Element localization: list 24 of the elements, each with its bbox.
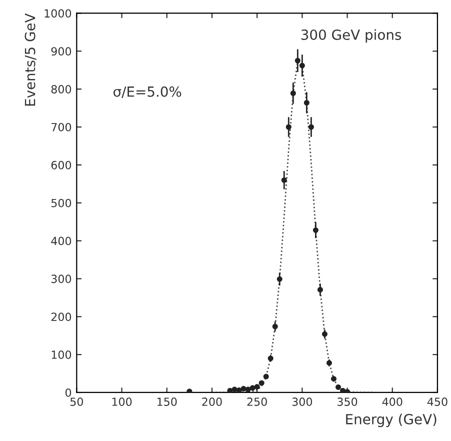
- y-tick-label: 1000: [44, 9, 72, 18]
- x-tick-label: 150: [157, 398, 177, 406]
- y-tick-label: 500: [51, 198, 72, 208]
- y-tick-label: 600: [51, 160, 72, 170]
- x-tick-label: 200: [202, 398, 222, 406]
- y-tick-label: 300: [51, 274, 72, 284]
- y-tick-label: 900: [51, 47, 72, 56]
- y-tick-label: 400: [51, 236, 72, 246]
- y-tick-label: 0: [65, 388, 72, 397]
- x-tick-label: 50: [70, 398, 83, 406]
- y-tick-label: 200: [51, 312, 72, 322]
- y-tick-label: 100: [52, 350, 72, 359]
- x-tick-label: 350: [338, 398, 358, 406]
- x-tick-label: 300: [292, 398, 312, 406]
- annotation: σ/E=5.0%: [114, 86, 182, 98]
- x-tick-label: 250: [247, 398, 267, 406]
- y-axis-title: Events/5 GeV: [24, 13, 36, 106]
- x-tick-label: 400: [382, 398, 402, 406]
- y-tick-label: 700: [52, 122, 72, 132]
- x-axis-title: Energy (GeV): [346, 414, 436, 428]
- x-tick-label: 450: [427, 398, 448, 406]
- x-tick-label: 100: [112, 398, 132, 406]
- annotation: 300 GeV pions: [301, 29, 402, 43]
- y-tick-label: 800: [51, 85, 72, 94]
